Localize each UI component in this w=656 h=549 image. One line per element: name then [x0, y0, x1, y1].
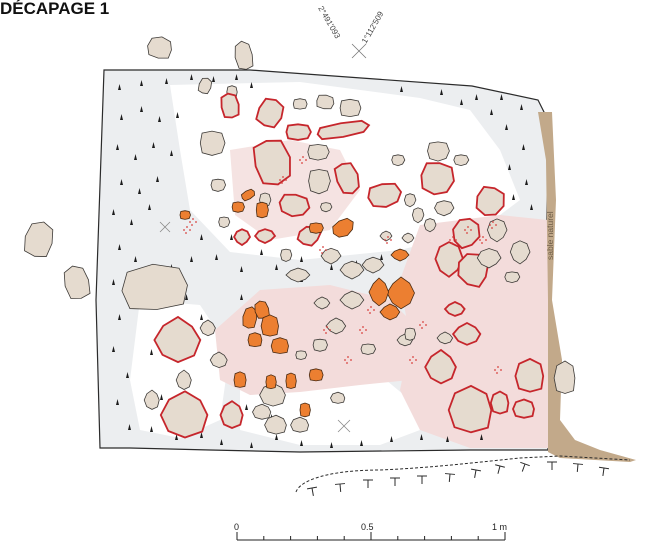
coordinate-x-label: 2°491'093	[316, 5, 342, 41]
natural-sand	[538, 112, 636, 462]
trench-edge	[295, 455, 631, 493]
trench-t-marks	[306, 461, 610, 496]
coordinate-y-label: 1°112'509	[360, 9, 386, 45]
scale-label-half: 0.5	[361, 522, 374, 532]
coordinate-marker: 2°491'093 1°112'509	[316, 5, 386, 59]
scale-label-1m: 1 m	[492, 522, 507, 532]
cross-marker-bottom	[337, 419, 351, 433]
natural-sand-label: sable naturel	[545, 211, 555, 260]
cross-marker-left	[159, 221, 171, 233]
stones	[24, 36, 576, 439]
charcoal-dots	[183, 156, 502, 374]
scale-label-0: 0	[234, 522, 239, 532]
scale-bar: 0 0.5 1 m	[234, 522, 507, 541]
plan-title: DÉCAPAGE 1	[0, 0, 109, 18]
